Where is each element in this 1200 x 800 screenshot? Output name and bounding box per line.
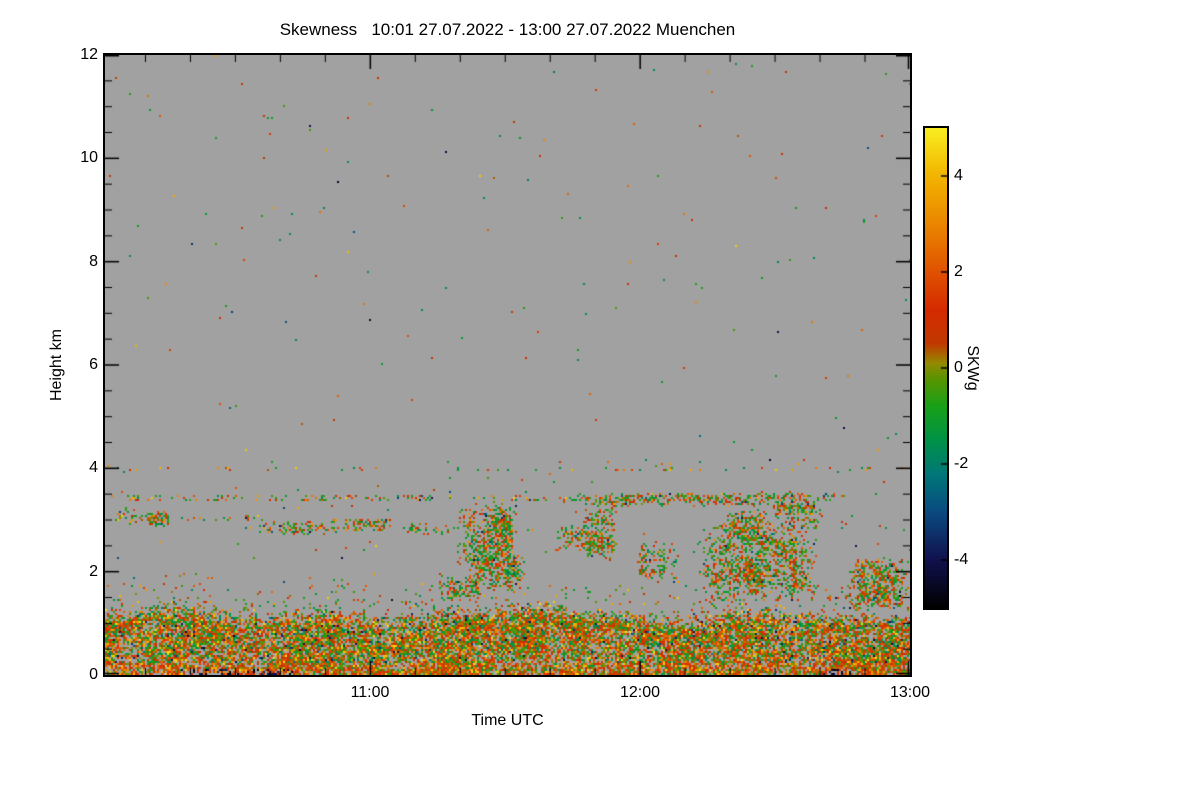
colorbar-tick--2: -2 — [954, 455, 969, 472]
y-tick-6: 6 — [89, 356, 98, 373]
colorbar-canvas — [925, 128, 947, 608]
x-tick-1100: 11:00 — [350, 684, 390, 701]
colorbar-tick-0: 0 — [954, 359, 963, 376]
x-tick-1200: 12:00 — [619, 684, 661, 701]
y-tick-10: 10 — [80, 149, 98, 166]
heatmap-canvas — [105, 55, 910, 675]
chart-title: Skewness 10:01 27.07.2022 - 13:00 27.07.… — [279, 20, 736, 39]
x-tick-1300: 13:00 — [889, 684, 931, 701]
y-tick-2: 2 — [89, 563, 98, 580]
y-tick-12: 12 — [80, 46, 98, 63]
y-tick-0: 0 — [89, 666, 98, 683]
y-tick-8: 8 — [89, 253, 98, 270]
colorbar-label: SKWg — [964, 345, 981, 391]
colorbar-tick-4: 4 — [954, 167, 963, 184]
colorbar-tick-2: 2 — [954, 263, 963, 280]
y-tick-4: 4 — [89, 459, 98, 476]
x-axis-label: Time UTC — [471, 712, 544, 729]
colorbar-tick--4: -4 — [954, 551, 969, 568]
